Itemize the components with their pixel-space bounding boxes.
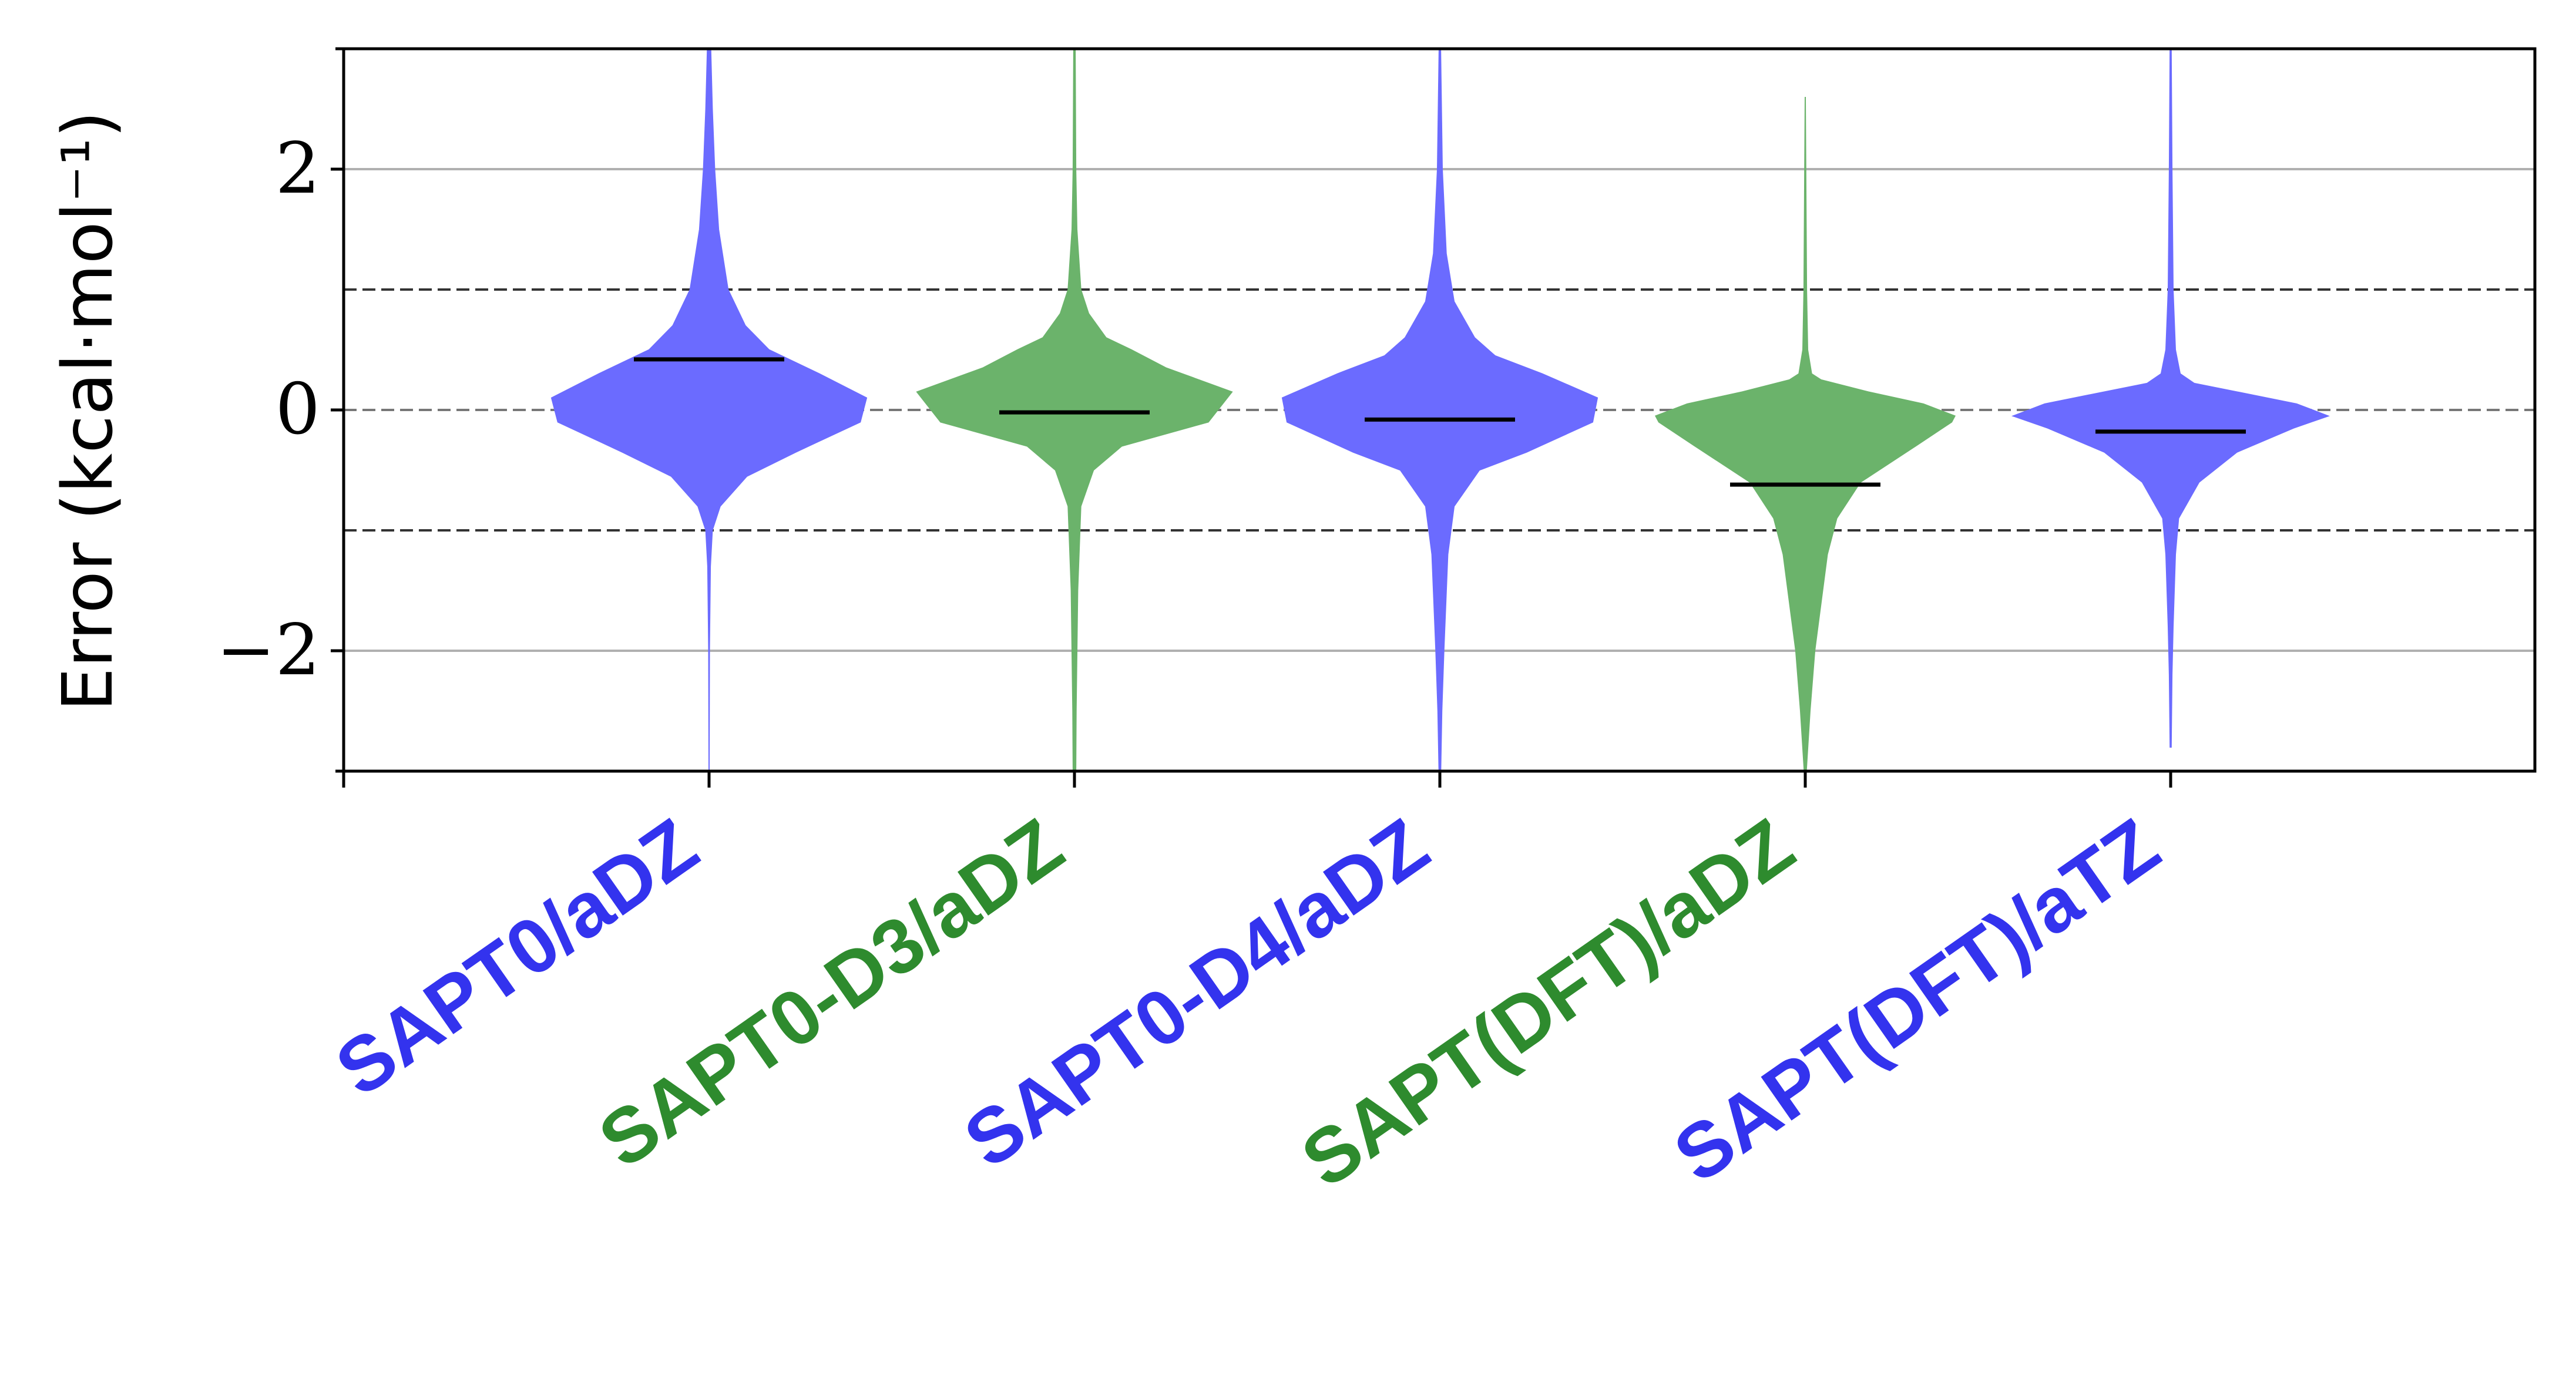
y-tick-label: 2 <box>276 128 320 210</box>
y-axis: −2 0 2 <box>216 47 344 773</box>
violin-layer <box>550 48 2330 772</box>
x-axis: SAPT0/aDZSAPT0-D3/aDZSAPT0-D4/aDZSAPT(DF… <box>321 771 2174 1204</box>
violin-2 <box>916 48 1233 772</box>
y-axis-label: Error (kcal·mol⁻¹) <box>47 111 128 712</box>
violin-5 <box>2011 48 2330 748</box>
violin-3 <box>1281 48 1598 772</box>
violin-4 <box>1654 96 1956 772</box>
y-tick-label: −2 <box>216 610 320 691</box>
y-tick-label: 0 <box>276 369 320 450</box>
mean-layer <box>634 357 2246 487</box>
violin-1 <box>550 48 868 772</box>
